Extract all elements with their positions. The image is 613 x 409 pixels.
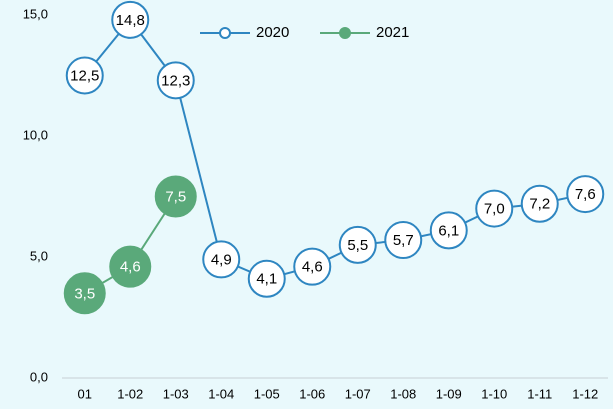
data-point: [293, 247, 332, 286]
data-label: 4,6: [120, 259, 141, 276]
legend-marker: [339, 27, 351, 39]
y-tick-label: 15,0: [23, 6, 48, 21]
data-label: 7,5: [165, 188, 186, 205]
data-point: [520, 184, 559, 223]
data-label: 3,5: [74, 285, 95, 302]
y-tick-label: 0,0: [30, 369, 48, 384]
data-label: 14,8: [116, 12, 145, 29]
legend-label: 2020: [256, 24, 289, 41]
data-point: [109, 245, 152, 288]
series-line: [83, 18, 586, 280]
data-point: [247, 259, 286, 298]
x-tick-label: 1-07: [345, 386, 371, 401]
data-label: 7,2: [529, 196, 550, 213]
x-tick-label: 1-04: [208, 386, 234, 401]
data-label: 7,0: [484, 201, 505, 218]
x-tick-label: 1-05: [254, 386, 280, 401]
x-tick-label: 1-02: [117, 386, 143, 401]
data-label: 7,6: [575, 186, 596, 203]
data-point: [475, 189, 514, 228]
data-point: [154, 175, 197, 218]
data-point: [111, 0, 150, 39]
x-tick-label: 1-03: [163, 386, 189, 401]
data-label: 5,5: [347, 237, 368, 254]
x-tick-label: 1-08: [390, 386, 416, 401]
data-point: [338, 225, 377, 264]
data-label: 12,5: [70, 67, 99, 84]
data-point: [566, 175, 605, 214]
x-tick-label: 1-12: [572, 386, 598, 401]
legend-label: 2021: [376, 24, 409, 41]
legend-marker: [219, 27, 231, 39]
data-point: [429, 211, 468, 250]
data-point: [156, 61, 195, 100]
data-label: 6,1: [438, 222, 459, 239]
data-point: [202, 240, 241, 279]
x-tick-label: 1-09: [436, 386, 462, 401]
legend-item: 2021: [320, 24, 409, 41]
legend-item: 2020: [200, 24, 289, 41]
data-label: 5,7: [393, 232, 414, 249]
x-tick-label: 01: [78, 386, 92, 401]
data-label: 4,6: [302, 259, 323, 276]
data-label: 4,9: [211, 251, 232, 268]
y-tick-label: 5,0: [30, 248, 48, 263]
data-point: [65, 56, 104, 95]
x-tick-label: 1-06: [299, 386, 325, 401]
data-point: [384, 221, 423, 260]
y-tick-label: 10,0: [23, 127, 48, 142]
x-tick-label: 1-10: [481, 386, 507, 401]
x-tick-label: 1-11: [527, 386, 552, 401]
data-point: [63, 272, 106, 315]
data-label: 4,1: [256, 271, 277, 288]
data-label: 12,3: [161, 72, 190, 89]
